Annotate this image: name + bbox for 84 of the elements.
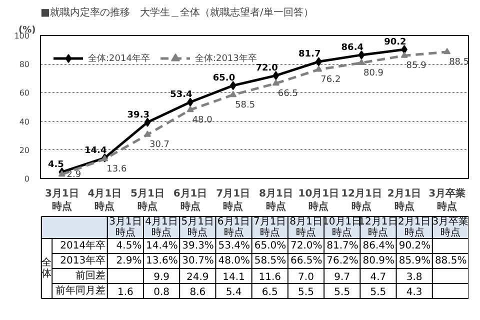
text: 7.0 — [298, 272, 314, 283]
x-tick-label: 10月1日時点 — [298, 188, 340, 213]
y-tick-label: 40 — [19, 117, 30, 126]
category-label: 4月1日時点 — [145, 216, 178, 238]
text: 13.6% — [146, 256, 178, 266]
text: 53.4% — [218, 240, 250, 252]
text: 14.4% — [146, 240, 178, 252]
y-tick-label: 20 — [19, 146, 30, 155]
text: 8.6 — [190, 287, 206, 298]
data-label: 72.0 — [256, 64, 278, 74]
text: 39.3% — [182, 240, 214, 252]
x-tick-label: 4月1日時点 — [88, 188, 122, 213]
x-tick-label: 3月卒業時点 — [428, 188, 466, 213]
legend-label: 全体:2013年卒 — [194, 52, 257, 64]
x-tick-label: 2月1日時点 — [387, 188, 422, 213]
data-label: 85.9 — [406, 61, 427, 72]
y-tick-label: 80 — [19, 60, 30, 70]
text: 48.0% — [218, 256, 250, 266]
x-tick-label: 6月1日時点 — [173, 188, 208, 213]
data-label: 14.4 — [84, 146, 107, 156]
data-label: 81.7 — [298, 50, 321, 60]
text: 88.5% — [434, 256, 467, 266]
x-tick-label: 8月1日時点 — [258, 188, 293, 213]
text: 4.7 — [370, 272, 386, 283]
data-label: 76.2 — [320, 75, 341, 86]
text: 11.6 — [258, 272, 282, 283]
text: 2.9% — [116, 256, 142, 266]
category-label: 3月卒業時点 — [432, 216, 469, 238]
y-tick-label: 60 — [19, 88, 30, 98]
text: 5.5 — [370, 287, 386, 298]
category-label: 7月1日時点 — [254, 216, 286, 238]
y-tick-label: 0 — [24, 174, 30, 184]
category-label: 8月1日時点 — [290, 216, 322, 238]
text: 9.9 — [154, 272, 170, 283]
text: 24.9 — [186, 272, 209, 283]
text: 86.4% — [362, 240, 395, 252]
text: 58.5% — [254, 256, 286, 266]
text: 80.9% — [362, 256, 395, 266]
text: 9.7 — [334, 272, 350, 283]
category-label: 2月1日時点 — [398, 216, 431, 238]
text: 4.3 — [406, 287, 422, 298]
data-label: 13.6 — [106, 164, 127, 175]
text: 5.5 — [298, 287, 314, 298]
legend-label: 全体:2014年卒 — [88, 52, 150, 64]
category-label: 3月1日時点 — [109, 216, 142, 238]
data-label: 90.2 — [384, 38, 406, 48]
category-label: 5月1日時点 — [181, 216, 214, 238]
text: 72.0% — [290, 240, 322, 252]
text: 90.2% — [398, 240, 431, 252]
text: 2013年卒 — [60, 254, 106, 266]
text: 30.7% — [182, 256, 214, 266]
data-label: 86.4 — [341, 42, 364, 53]
text: 81.7% — [326, 240, 358, 252]
text: 5.4 — [226, 287, 242, 298]
x-tick-label: 12月1日時点 — [341, 188, 382, 213]
text: 4.5% — [116, 240, 142, 252]
text: 前年同月差 — [56, 284, 106, 296]
data-label: 53.4 — [170, 90, 192, 100]
text: 2014年卒 — [60, 240, 106, 252]
data-label: 2.9 — [66, 170, 82, 180]
data-label: 66.5 — [278, 88, 298, 99]
chart-title: ■就職内定率の推移 大学生＿全体（就職志望者/単一回答） — [40, 6, 314, 18]
data-label: 30.7 — [149, 140, 170, 150]
data-label: 65.0 — [212, 74, 236, 84]
text: 5.5 — [334, 287, 350, 298]
data-label: 58.5 — [235, 100, 256, 110]
data-label: 39.3 — [127, 110, 150, 120]
text: 6.5 — [262, 287, 278, 298]
text: 66.5% — [290, 256, 322, 266]
x-tick-label: 3月1日時点 — [44, 188, 79, 213]
text: 14.1 — [222, 272, 245, 283]
text: 前回差 — [76, 270, 106, 282]
data-label: 4.5 — [48, 160, 64, 170]
text: 76.2% — [326, 256, 358, 266]
text: 85.9% — [398, 256, 431, 266]
text: 3.8 — [406, 272, 422, 283]
text: 65.0% — [254, 240, 286, 252]
x-tick-label: 7月1日時点 — [216, 188, 250, 213]
data-label: 48.0 — [192, 115, 213, 126]
x-tick-label: 5月1日時点 — [130, 188, 164, 213]
text: 0.8 — [154, 287, 170, 298]
data-label: 80.9 — [363, 68, 384, 78]
category-label: 6月1日時点 — [217, 216, 250, 238]
text: 1.6 — [117, 287, 134, 298]
